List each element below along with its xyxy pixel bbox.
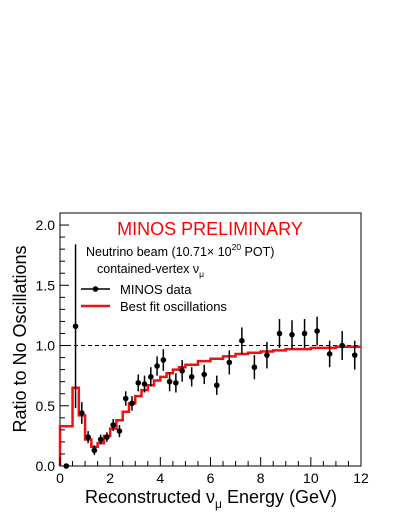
annotation-beam: Neutrino beam (10.71× 1020 POT) [86, 242, 274, 259]
data-marker-29 [314, 328, 320, 334]
data-point-4 [91, 445, 98, 456]
data-point-24 [251, 355, 258, 380]
data-marker-5 [97, 436, 104, 443]
data-point-29 [314, 316, 320, 346]
data-point-18 [179, 359, 185, 382]
y-axis-label: Ratio to No Oscillations [10, 245, 30, 432]
data-marker-2 [79, 410, 85, 416]
y-tick-label-1: 0.5 [36, 398, 56, 414]
legend-label-data: MINOS data [120, 282, 192, 297]
legend-label-fit: Best fit oscillations [120, 299, 227, 314]
data-point-6 [104, 432, 110, 442]
data-point-26 [276, 319, 283, 348]
data-marker-22 [226, 359, 233, 366]
data-point-17 [173, 373, 179, 393]
data-point-8 [116, 425, 123, 438]
data-point-23 [239, 327, 245, 354]
data-point-13 [148, 367, 154, 387]
data-point-16 [166, 372, 173, 392]
data-marker-4 [91, 447, 98, 454]
data-marker-14 [154, 363, 160, 369]
data-marker-28 [301, 330, 308, 337]
data-point-11 [135, 374, 142, 392]
data-marker-16 [166, 378, 173, 385]
data-marker-18 [179, 368, 185, 374]
x-tick-label-6: 12 [353, 470, 369, 486]
data-point-5 [97, 434, 104, 445]
data-marker-32 [351, 352, 358, 358]
data-marker-3 [85, 434, 91, 440]
data-marker-12 [141, 381, 148, 387]
data-marker-9 [122, 395, 129, 402]
data-point-15 [160, 349, 167, 371]
data-marker-27 [289, 331, 295, 338]
data-marker-10 [129, 400, 135, 407]
data-point-19 [188, 367, 195, 387]
data-point-32 [351, 340, 358, 370]
data-marker-20 [201, 371, 208, 378]
data-point-22 [226, 350, 233, 375]
data-marker-17 [173, 380, 179, 386]
x-tick-label-1: 2 [106, 470, 114, 486]
y-tick-label-3: 1.5 [36, 277, 56, 293]
data-marker-19 [188, 374, 195, 380]
x-axis-label: Reconstructed νμ Energy (GeV) [85, 487, 337, 511]
axis-ticks: 0 2 4 6 8 10 12 0.0 0.5 1.0 1.5 2.0 [36, 212, 369, 486]
data-point-7 [110, 419, 116, 432]
x-tick-label-2: 4 [156, 470, 164, 486]
data-marker-7 [110, 422, 116, 428]
data-marker-26 [276, 330, 283, 337]
data-marker-1 [72, 323, 79, 330]
data-point-27 [289, 320, 295, 350]
data-marker-24 [251, 364, 258, 371]
best-fit-step-line [58, 345, 361, 466]
data-point-25 [264, 341, 270, 369]
minos-data-series [63, 244, 358, 469]
data-marker-15 [160, 357, 167, 363]
data-point-20 [201, 364, 208, 385]
data-point-28 [301, 319, 308, 348]
data-marker-6 [104, 434, 110, 440]
data-marker-13 [148, 374, 154, 380]
data-marker-30 [326, 351, 333, 357]
data-marker-11 [135, 380, 142, 386]
data-point-30 [326, 340, 333, 368]
data-point-14 [154, 356, 160, 376]
best-fit-series [58, 345, 361, 466]
data-marker-23 [239, 337, 245, 344]
y-tick-label-0: 0.0 [36, 458, 56, 474]
chart-title: MINOS PRELIMINARY [117, 219, 303, 239]
data-point-10 [129, 396, 135, 411]
data-point-21 [213, 375, 220, 395]
data-point-2 [79, 402, 85, 424]
legend-data-marker [92, 286, 99, 292]
x-tick-label-0: 0 [56, 470, 64, 486]
data-point-12 [141, 375, 148, 393]
y-tick-label-4: 2.0 [36, 217, 56, 233]
y-tick-label-2: 1.0 [36, 338, 56, 354]
legend: MINOS data Best fit oscillations [81, 282, 227, 314]
annotation-vertex: contained-vertex νμ [97, 262, 204, 279]
data-marker-8 [116, 428, 123, 434]
data-marker-31 [339, 342, 345, 349]
data-point-1 [72, 244, 79, 409]
data-point-3 [85, 431, 91, 444]
x-tick-label-5: 10 [303, 470, 319, 486]
x-tick-label-4: 8 [257, 470, 265, 486]
data-point-31 [339, 331, 345, 360]
data-marker-21 [213, 382, 220, 389]
data-marker-25 [264, 352, 270, 358]
x-tick-label-3: 6 [207, 470, 215, 486]
data-point-9 [122, 391, 129, 406]
